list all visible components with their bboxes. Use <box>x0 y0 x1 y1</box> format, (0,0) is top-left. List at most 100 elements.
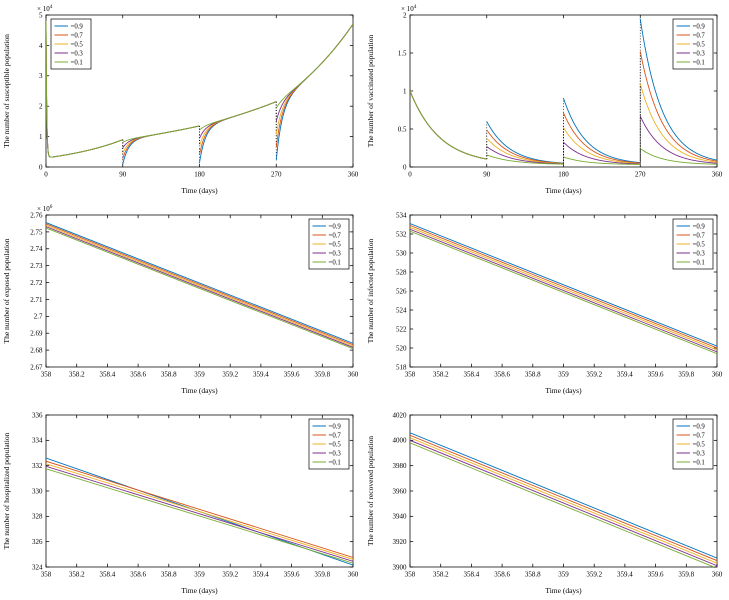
subplot-susceptible: 0 90 180 270 360 0 1 2 3 4 5× 104 Time (days) The nu… <box>2 4 359 195</box>
x-tick-label: 359 <box>558 371 569 379</box>
x-tick-label: 359.2 <box>222 371 238 379</box>
y-tick-label: 0 <box>39 163 43 171</box>
x-tick-label: 359.2 <box>586 371 602 379</box>
series-line-0.7 <box>410 434 717 562</box>
y-tick-label: 534 <box>396 211 407 219</box>
legend: =0.9 =0.7 =0.5 =0.3 =0.1 <box>308 418 350 470</box>
legend-entry-label: =0.9 <box>693 223 706 230</box>
x-tick-label: 358.6 <box>494 571 510 579</box>
legend-entry-label: =0.5 <box>329 241 342 248</box>
x-tick-label: 360 <box>348 371 359 379</box>
legend-entry-label: =0.5 <box>693 441 706 448</box>
y-axis-exponent: × 104 <box>401 4 417 13</box>
x-tick-label: 358.6 <box>130 571 146 579</box>
series-line-0.3 <box>46 21 353 158</box>
legend-entry-label: =0.1 <box>329 259 341 266</box>
legend-entry-label: =0.1 <box>329 459 341 466</box>
series-line-0.3 <box>46 465 353 562</box>
legend-entry-label: =0.9 <box>329 423 342 430</box>
y-tick-label: 2.72 <box>30 279 43 287</box>
y-tick-label: 522 <box>396 325 407 333</box>
legend-entry-label: =0.7 <box>329 432 342 439</box>
y-tick-label: 526 <box>396 287 407 295</box>
x-axis-label: Time (days) <box>545 386 582 395</box>
x-tick-label: 359 <box>194 571 205 579</box>
x-tick-label: 360 <box>712 571 723 579</box>
y-axis-exponent: × 104 <box>37 4 53 13</box>
x-tick-label: 359.2 <box>586 571 602 579</box>
y-tick-label: 524 <box>396 306 407 314</box>
x-tick-label: 358.4 <box>100 371 116 379</box>
x-tick-label: 360 <box>348 571 359 579</box>
x-tick-label: 358 <box>405 571 416 579</box>
y-tick-label: 3980 <box>393 462 408 470</box>
y-tick-label: 328 <box>32 513 43 521</box>
legend-entry-label: =0.9 <box>71 23 84 30</box>
x-tick-label: 358.2 <box>433 571 449 579</box>
legend-entry-label: =0.9 <box>693 23 706 30</box>
x-tick-label: 359.2 <box>222 571 238 579</box>
series-line-0.1 <box>410 230 717 355</box>
y-tick-label: 336 <box>32 411 43 419</box>
y-tick-label: 3900 <box>393 563 408 571</box>
y-axis-label: The number of recovered population <box>366 436 375 546</box>
x-axis-label: Time (days) <box>545 186 582 195</box>
axis-ticks: 0 90 180 270 360 0 1 2 3 4 5 <box>39 11 359 178</box>
x-tick-label: 360 <box>712 171 723 179</box>
x-tick-label: 359.4 <box>253 571 269 579</box>
y-tick-label: 3940 <box>393 513 408 521</box>
y-axis-label: The number of hospitalized population <box>2 432 11 549</box>
y-tick-label: 2.7 <box>34 313 43 321</box>
y-tick-label: 326 <box>32 538 43 546</box>
series-line-0.9 <box>46 222 353 344</box>
x-tick-label: 358.6 <box>494 371 510 379</box>
series-line-0.3 <box>46 226 353 348</box>
legend-entry-label: =0.3 <box>329 250 342 257</box>
x-tick-label: 359.6 <box>648 371 664 379</box>
y-tick-label: 2.69 <box>30 330 43 338</box>
subplot-hospitalized: 358 358.2 358.4 358.6 358.8 359 359.2 359.4 359.… <box>2 411 359 595</box>
plot-area <box>46 222 353 350</box>
x-tick-label: 270 <box>271 171 282 179</box>
y-tick-label: 1 <box>39 133 43 141</box>
legend-entry-label: =0.3 <box>329 450 342 457</box>
legend-entry-label: =0.1 <box>693 259 705 266</box>
legend-entry-label: =0.5 <box>71 41 84 48</box>
y-tick-label: 2.74 <box>30 245 43 253</box>
axis-ticks: 358 358.2 358.4 358.6 358.8 359 359.2 359.4 359.… <box>32 411 359 578</box>
y-tick-label: 1 <box>403 87 407 95</box>
legend-entry-label: =0.3 <box>693 50 706 57</box>
series-line-0.5 <box>46 21 353 158</box>
subplot-exposed: 358 358.2 358.4 358.6 358.8 359 359.2 359.4 359.… <box>2 204 359 395</box>
series-line-0.7 <box>46 460 353 558</box>
x-tick-label: 358 <box>41 571 52 579</box>
series-line-0.5 <box>410 226 717 351</box>
legend: =0.9 =0.7 =0.5 =0.3 =0.1 <box>50 18 92 70</box>
x-tick-label: 358.2 <box>69 371 85 379</box>
legend-entry-label: =0.5 <box>693 241 706 248</box>
x-tick-label: 180 <box>558 171 569 179</box>
legend: =0.9 =0.7 =0.5 =0.3 =0.1 <box>308 218 350 270</box>
y-tick-label: 2.76 <box>30 211 43 219</box>
legend-entry-label: =0.5 <box>693 41 706 48</box>
y-axis-label: The number of exposed population <box>2 238 11 343</box>
x-axis-label: Time (days) <box>545 586 582 595</box>
legend: =0.9 =0.7 =0.5 =0.3 =0.1 <box>672 418 714 470</box>
legend-entry-label: =0.7 <box>329 232 342 239</box>
legend-entry-label: =0.7 <box>693 32 706 39</box>
x-tick-label: 358 <box>405 371 416 379</box>
y-axis-label: The number of susceptible population <box>2 34 11 148</box>
legend-entry-label: =0.1 <box>693 59 705 66</box>
legend-entry-label: =0.3 <box>693 250 706 257</box>
series-line-0.7 <box>410 225 717 349</box>
legend-entry-label: =0.9 <box>693 423 706 430</box>
x-axis-label: Time (days) <box>181 586 218 595</box>
axis-ticks: 358 358.2 358.4 358.6 358.8 359 359.2 359.4 359.… <box>30 211 359 378</box>
subplot-vaccinated: 0 90 180 270 360 0 0.5 1 1.5 2× 104 Time (days) The… <box>366 4 723 195</box>
y-tick-label: 332 <box>32 462 43 470</box>
y-tick-label: 334 <box>32 437 43 445</box>
series-line-0.9 <box>410 18 717 164</box>
x-tick-label: 358.2 <box>69 571 85 579</box>
plot-area <box>410 432 717 567</box>
x-tick-label: 358.8 <box>525 571 541 579</box>
